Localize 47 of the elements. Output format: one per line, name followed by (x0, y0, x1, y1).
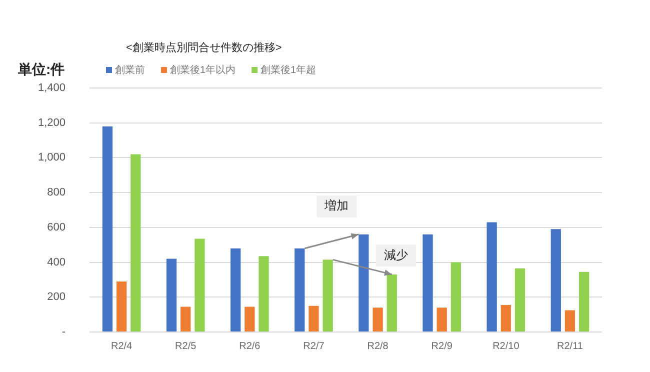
bar (450, 262, 462, 332)
x-tick-label: R2/11 (556, 340, 584, 352)
annotation: 増加 (324, 198, 349, 213)
annotation: 減少 (384, 248, 408, 262)
bar (258, 256, 269, 332)
y-tick-label: 400 (47, 256, 66, 268)
bar (230, 248, 241, 332)
bar (322, 260, 333, 332)
bar (578, 272, 590, 332)
y-tick-label: 600 (47, 221, 66, 234)
y-tick-label: 800 (47, 186, 66, 199)
bar (422, 234, 433, 332)
x-tick-label: R2/8 (367, 340, 389, 352)
bar (550, 229, 561, 332)
y-tick-label: 1,400 (38, 82, 66, 94)
x-tick-label: R2/4 (110, 340, 133, 352)
bar (116, 281, 127, 332)
bar (194, 238, 205, 332)
legend-label: 創業前 (115, 64, 145, 76)
bar (130, 154, 141, 332)
bar (500, 304, 511, 332)
y-tick-label: - (62, 326, 66, 338)
chart-title: <創業時点別問合せ件数の推移> (126, 41, 282, 54)
x-tick-label: R2/6 (239, 340, 261, 352)
bar (102, 126, 113, 332)
bar (244, 306, 255, 332)
bar (436, 308, 447, 332)
x-tick-label: R2/5 (175, 340, 197, 352)
bar (294, 248, 305, 332)
bar (372, 308, 383, 332)
bar (308, 306, 319, 332)
bar (564, 310, 576, 332)
bar (166, 258, 177, 332)
y-tick-label: 200 (47, 291, 66, 304)
legend-label: 創業後1年以内 (170, 64, 236, 76)
y-axis-title: 単位:件 (17, 60, 65, 77)
bar (486, 222, 497, 332)
x-tick-label: R2/10 (492, 340, 520, 352)
bar (514, 268, 526, 332)
bar (180, 306, 191, 332)
x-tick-label: R2/7 (303, 340, 325, 352)
y-tick-label: 1,000 (38, 152, 66, 164)
legend-label: 創業後1年超 (260, 64, 316, 76)
x-tick-label: R2/9 (431, 340, 453, 352)
y-tick-label: 1,200 (38, 116, 66, 129)
bar (358, 234, 369, 332)
bar (386, 274, 397, 332)
